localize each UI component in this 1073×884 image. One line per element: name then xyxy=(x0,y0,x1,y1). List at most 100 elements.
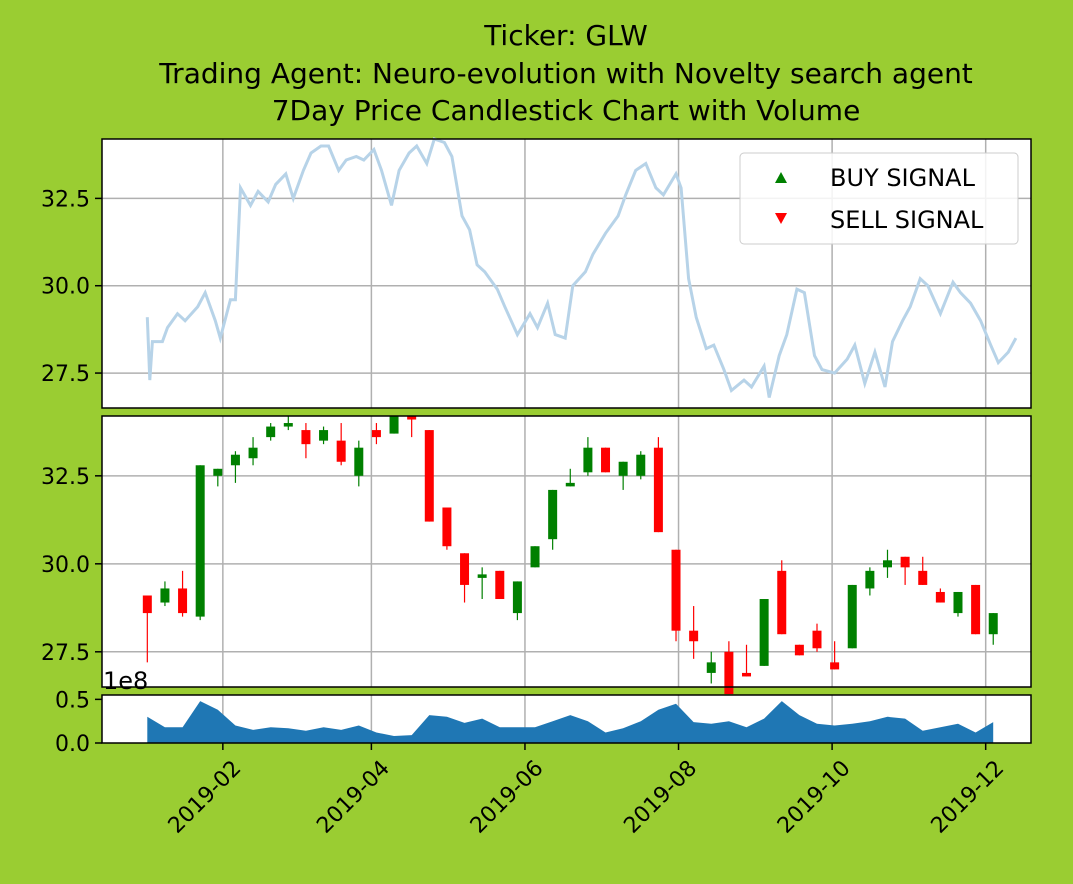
candle-body xyxy=(442,507,452,547)
candle-body xyxy=(900,556,910,568)
candle-up xyxy=(988,613,998,645)
candle-body xyxy=(371,430,381,438)
ytick-label: 32.5 xyxy=(41,465,90,490)
candle-body xyxy=(794,644,804,656)
candle-down xyxy=(178,570,188,617)
candle-body xyxy=(583,447,593,473)
candle-body xyxy=(671,549,681,631)
candle-body xyxy=(424,430,434,522)
candle-body xyxy=(178,588,188,614)
volume-axes-frame xyxy=(101,694,1032,744)
candle-up xyxy=(248,437,258,466)
candle-down xyxy=(900,556,910,585)
candle-body xyxy=(812,630,822,649)
candle-down xyxy=(301,423,311,459)
candle-up xyxy=(354,440,364,487)
candlestick-axes-bg xyxy=(102,416,1031,687)
candlesticks xyxy=(142,416,998,695)
candle-body xyxy=(935,591,945,603)
candle-body xyxy=(918,570,928,585)
candle-down xyxy=(336,423,346,466)
candle-up xyxy=(160,581,170,607)
candle-up xyxy=(618,461,628,490)
candle-body xyxy=(301,430,311,445)
candle-body xyxy=(460,553,470,585)
candlestick-axes-frame xyxy=(101,415,1032,688)
candle-up xyxy=(512,581,522,621)
candle-up xyxy=(530,546,540,568)
candle-down xyxy=(830,641,840,670)
candle-up xyxy=(213,468,223,487)
candle-down xyxy=(371,423,381,445)
candle-body xyxy=(618,461,628,476)
candle-down xyxy=(971,584,981,635)
candle-body xyxy=(160,588,170,603)
candle-body xyxy=(213,468,223,476)
candle-body xyxy=(882,560,892,568)
candle-up xyxy=(195,465,205,621)
candle-body xyxy=(195,465,205,617)
candle-body xyxy=(336,440,346,462)
candle-up xyxy=(266,423,276,441)
candle-body xyxy=(477,574,487,578)
candle-up xyxy=(548,489,558,550)
candle-up xyxy=(319,426,329,445)
candle-up xyxy=(953,591,963,617)
candle-down xyxy=(742,644,752,677)
candle-up xyxy=(865,567,875,596)
candle-down xyxy=(812,623,822,652)
candle-up xyxy=(230,451,240,483)
ytick-label: 32.5 xyxy=(41,187,90,212)
candle-body xyxy=(495,570,505,600)
candle-up xyxy=(636,451,646,480)
candle-down xyxy=(794,644,804,656)
candle-down xyxy=(724,641,734,695)
candle-down xyxy=(424,430,434,522)
ytick-label: 30.0 xyxy=(41,553,90,578)
candle-down xyxy=(777,560,787,635)
candle-body xyxy=(689,630,699,642)
candle-body xyxy=(847,584,857,649)
legend-buy-marker-icon xyxy=(775,172,787,183)
ytick-label: 27.5 xyxy=(41,641,90,666)
chart-subtitle-type: 7Day Price Candlestick Chart with Volume xyxy=(272,94,861,127)
candle-body xyxy=(354,447,364,476)
candle-body xyxy=(971,584,981,635)
candle-body xyxy=(830,662,840,670)
candle-body xyxy=(512,581,522,614)
ytick-label: 30.0 xyxy=(41,275,90,300)
candle-body xyxy=(865,570,875,589)
volume-area xyxy=(147,701,994,743)
candle-down xyxy=(918,556,928,585)
price-line-panel: 27.5 30.0 32.5 BUY SIGNAL SELL SIGNAL xyxy=(41,137,1032,409)
candle-up xyxy=(583,437,593,476)
candle-body xyxy=(548,489,558,540)
candle-body xyxy=(636,454,646,476)
legend-buy-label: BUY SIGNAL xyxy=(830,164,976,192)
candle-up xyxy=(882,549,892,578)
candle-body xyxy=(530,546,540,568)
candle-body xyxy=(724,651,734,695)
candle-body xyxy=(389,416,399,434)
candle-body xyxy=(248,447,258,459)
candle-down xyxy=(935,588,945,603)
candlestick-yticks: 27.5 30.0 32.5 xyxy=(41,465,102,666)
candle-down xyxy=(442,507,452,550)
legend-sell-marker-icon xyxy=(775,213,787,224)
candle-body xyxy=(319,430,329,441)
candle-down xyxy=(495,570,505,600)
legend-sell-label: SELL SIGNAL xyxy=(830,206,984,234)
candle-body xyxy=(601,447,611,473)
candle-down xyxy=(601,447,611,473)
candle-up xyxy=(706,651,716,684)
candle-body xyxy=(988,613,998,635)
candle-body xyxy=(230,454,240,466)
candle-body xyxy=(759,599,769,666)
candle-body xyxy=(283,423,293,427)
candle-up xyxy=(389,416,399,434)
candle-body xyxy=(777,570,787,635)
candle-body xyxy=(142,595,152,614)
volume-panel: 0.0 0.5 1e8 xyxy=(55,667,1032,757)
candle-body xyxy=(407,416,417,420)
price-line-axes-frame xyxy=(101,138,1032,409)
